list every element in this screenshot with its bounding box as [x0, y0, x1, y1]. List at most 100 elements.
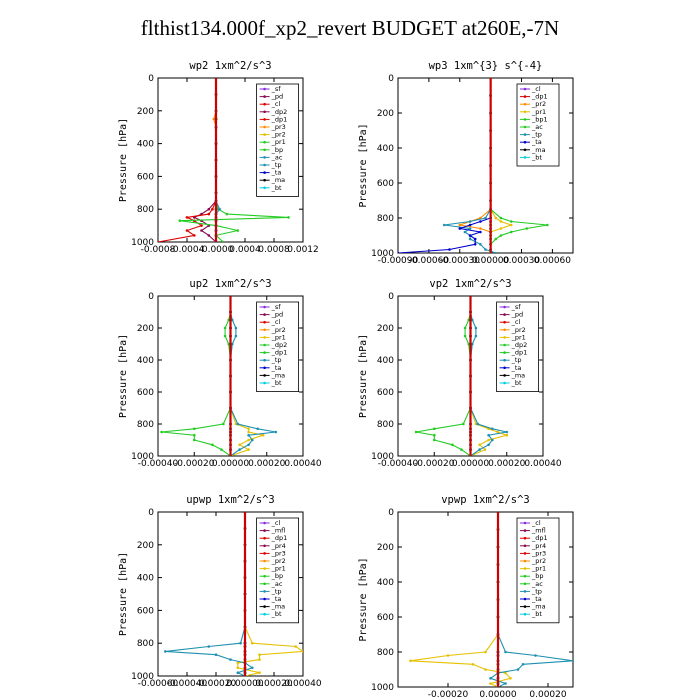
chart-panel-4: vp2 1xm^2/s^3 Pressure [hPa] 0 200 400 600 800… [358, 278, 562, 469]
data-point [505, 430, 509, 434]
legend-marker [523, 597, 527, 601]
chart-title: vp2 1xm^2/s^3 [429, 278, 511, 290]
y-tick-label: 200 [377, 109, 394, 119]
data-point [236, 666, 240, 670]
data-point [473, 243, 477, 246]
y-tick-label: 1000 [371, 683, 394, 693]
legend-entry: _bt [531, 153, 542, 161]
data-point [211, 443, 214, 447]
x-tick-label: 0.0012 [287, 245, 319, 255]
legend-entry: _dp1 [531, 534, 548, 542]
data-point [484, 650, 487, 654]
x-tick-label: -0.00090 [378, 256, 419, 266]
data-point [234, 334, 238, 338]
legend-marker [263, 313, 266, 316]
chart-title: upwp 1xm^2/s^3 [186, 494, 275, 506]
legend-marker [523, 521, 527, 525]
legend-marker [263, 366, 266, 370]
y-axis-label: Pressure [hPa] [358, 123, 369, 207]
legend-marker [263, 140, 266, 144]
legend-marker [503, 336, 506, 339]
legend-entry: _ta [271, 595, 282, 603]
data-point [223, 326, 227, 330]
legend-marker [263, 118, 266, 121]
x-tick-label: -0.00020 [174, 459, 215, 469]
legend-marker [263, 186, 266, 190]
legend-marker [523, 536, 527, 540]
legend-entry: _pr3 [271, 123, 286, 131]
data-point [258, 658, 261, 661]
data-point [479, 227, 482, 230]
x-tick-label: 0.00020 [255, 679, 292, 689]
x-tick-label: 0.00000 [479, 690, 516, 700]
data-point [214, 653, 218, 656]
legend-marker [263, 612, 266, 616]
x-tick-label: 0.00060 [534, 256, 571, 266]
data-point [261, 433, 265, 437]
data-point [234, 422, 238, 426]
legend-marker [503, 381, 506, 385]
legend-marker [523, 544, 527, 548]
data-point [489, 677, 492, 680]
data-point [212, 117, 216, 121]
y-tick-label: 1000 [131, 238, 154, 248]
data-point [160, 430, 163, 434]
data-point [443, 223, 446, 227]
legend-entry: _sf [511, 303, 522, 311]
data-point [468, 234, 472, 237]
data-point [222, 240, 225, 242]
y-axis-label: Pressure [hPa] [118, 334, 129, 418]
data-point [193, 427, 196, 431]
data-point [247, 448, 250, 451]
data-point [534, 654, 537, 657]
data-point [468, 227, 472, 230]
data-point [494, 251, 498, 253]
legend-entry: _pr3 [271, 549, 286, 557]
legend-entry: _tp [271, 161, 282, 169]
data-point [247, 443, 250, 447]
data-point [227, 342, 230, 346]
y-tick-label: 0 [148, 292, 154, 302]
y-tick-label: 400 [377, 356, 394, 366]
data-point [185, 229, 189, 232]
legend-entry: _dp1 [271, 534, 288, 542]
series-line-pr1 [490, 78, 513, 253]
chart-panel-2: wp3 1xm^{3} s^{-4} Pressure [hPa] 0 200 400 6… [358, 60, 574, 266]
data-point [207, 212, 211, 216]
legend-box [256, 517, 300, 624]
x-tick-label: -0.0008 [141, 245, 176, 255]
data-point [236, 422, 240, 426]
data-point [229, 658, 232, 661]
legend-entry: _pr4 [271, 542, 286, 550]
legend-entry: _pr1 [531, 565, 546, 573]
data-point [474, 422, 478, 426]
legend-marker [523, 133, 527, 136]
series-group [158, 78, 290, 242]
legend-marker [523, 102, 527, 106]
legend-marker [503, 374, 506, 377]
legend-entry: _pr4 [531, 542, 546, 550]
chart-title: vpwp 1xm^2/s^3 [441, 494, 530, 506]
legend-entry: _ac [531, 580, 543, 588]
legend-entry: _pr2 [531, 100, 546, 108]
data-point [484, 668, 487, 671]
legend-marker [263, 567, 266, 570]
data-point [499, 234, 503, 237]
data-point [509, 220, 513, 223]
y-tick-label: 800 [137, 205, 154, 215]
data-point [463, 334, 467, 338]
chart-panel-6: vpwp 1xm^2/s^3 Pressure [hPa] 0 200 400 600 80… [358, 494, 574, 700]
data-point [494, 216, 498, 220]
legend-entry: _pd [271, 311, 284, 319]
legend-entry: _pr1 [271, 565, 286, 573]
data-point [294, 645, 298, 648]
data-point [471, 342, 474, 346]
series-line-tp [165, 512, 254, 676]
data-point [479, 243, 482, 246]
data-point [473, 237, 477, 241]
y-tick-label: 800 [137, 639, 154, 649]
plot-frame [157, 77, 304, 243]
figure-title: flthist134.000f_xp2_revert BUDGET at260E… [140, 16, 560, 40]
data-point [509, 230, 513, 234]
data-point [521, 663, 525, 666]
